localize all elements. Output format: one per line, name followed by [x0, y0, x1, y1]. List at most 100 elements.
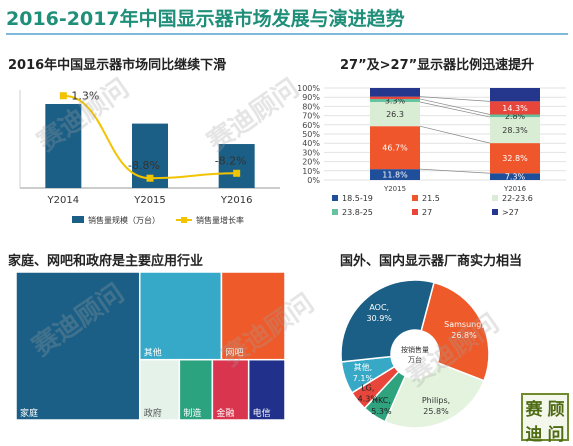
series-connector [419, 98, 491, 115]
slice-percent-label: 25.8% [423, 407, 449, 416]
segment-data-label: 14.3% [502, 104, 528, 113]
x-tick-label: Y2016 [503, 185, 527, 193]
treemap-cell-label: 电信 [253, 407, 271, 419]
treemap-cell [247, 358, 286, 421]
y-tick-label: 0% [307, 176, 320, 185]
legend-swatch [72, 216, 84, 223]
stacked-bar-segment [370, 169, 420, 180]
slice-percent-label: 4.3% [358, 395, 379, 404]
y-tick-label: 30% [302, 148, 320, 157]
stacked-bar-segment [490, 88, 540, 102]
treemap-cell-label: 网吧 [225, 348, 243, 359]
segment-data-label: 46.7% [382, 144, 408, 153]
y-tick-label: 100% [297, 84, 320, 93]
slice-percent-label: 26.8% [451, 331, 477, 340]
segment-data-label: 26.3 [386, 110, 404, 119]
legend-label: 22-23.6 [502, 194, 533, 203]
donut-slice [384, 361, 485, 429]
y-tick-label: 20% [302, 158, 320, 167]
slice-label: HKC, [372, 396, 391, 405]
legend-swatch [332, 209, 338, 215]
treemap-cell-label: 家庭 [20, 407, 38, 419]
segment-data-label: 28.3% [502, 126, 528, 135]
slice-percent-label: 5.3% [371, 407, 392, 416]
x-tick-label: Y2015 [383, 185, 406, 193]
logo-char: 赛 [525, 400, 543, 420]
growth-point [233, 169, 241, 177]
donut-center-label: 万台 [408, 355, 422, 364]
segment-data-label: 3.3% [385, 96, 406, 105]
logo-char: 迪 [525, 425, 543, 445]
legend-label: 21.5 [422, 194, 440, 203]
legend-label: 27 [422, 208, 432, 217]
logo-char: 问 [547, 425, 565, 445]
stacked-bar-segment [490, 173, 540, 180]
treemap-cell-label: 其他 [144, 347, 162, 359]
treemap-cell [138, 271, 223, 361]
brand-logo: 赛 顾 迪 问 [521, 393, 569, 445]
treemap-cell-label: 制造 [183, 407, 201, 419]
legend-swatch [492, 209, 498, 215]
segment-data-label: 32.8% [502, 154, 528, 163]
growth-data-label: -8.8% [128, 159, 160, 172]
series-connector [419, 125, 491, 144]
series-connector [419, 168, 491, 174]
title-divider [6, 33, 568, 35]
stacked-bar-segment [370, 101, 420, 127]
growth-point [146, 174, 154, 182]
legend-swatch [492, 195, 498, 201]
y-tick-label: 80% [302, 102, 320, 111]
stacked-bar-segment [490, 101, 540, 115]
legend-swatch [332, 195, 338, 201]
treemap-cell [15, 271, 141, 421]
stacked-bar-segment [370, 126, 420, 170]
x-tick-label: Y2015 [133, 195, 166, 206]
slice-percent-label: 7.1% [353, 374, 374, 383]
slice-label: 其他, [354, 362, 373, 372]
donut-center-label: 按销售量 [401, 345, 429, 354]
growth-point [59, 92, 67, 100]
slice-percent-label: 30.9% [366, 314, 392, 323]
treemap-cell-label: 金融 [216, 407, 234, 419]
treemap-cell [211, 358, 250, 421]
legend-swatch [412, 195, 418, 201]
chart3-title: 家庭、网吧和政府是主要应用行业 [8, 254, 204, 269]
x-tick-label: Y2016 [220, 195, 253, 206]
slice-label: Philips, [422, 396, 450, 405]
y-tick-label: 40% [302, 139, 320, 148]
segment-data-label: 2.8% [505, 112, 526, 121]
y-tick-label: 60% [302, 121, 320, 130]
growth-line [63, 94, 237, 180]
legend-swatch [181, 217, 187, 223]
growth-data-label: -8.2% [215, 154, 247, 167]
stacked-bar-segment [490, 117, 540, 144]
logo-char: 顾 [547, 400, 565, 420]
treemap-cell-label: 政府 [144, 407, 162, 419]
y-tick-label: 50% [302, 130, 320, 139]
series-connector [419, 96, 491, 102]
slice-label: AOC, [369, 303, 389, 312]
x-tick-label: Y2014 [47, 195, 80, 206]
legend-label: 销售量规模（万台） [88, 215, 160, 225]
segment-data-label: 11.8% [382, 171, 408, 180]
stacked-bar-segment [490, 143, 540, 174]
segment-data-label: 7.3% [505, 173, 526, 182]
legend-label: >27 [502, 208, 519, 217]
bar [45, 104, 82, 188]
stacked-bar-segment [370, 98, 420, 102]
y-tick-label: 70% [302, 112, 320, 121]
vendor-share-donut: Samsung, 26.8% Philips, 25.8% HKC, 5.3% LG, 4.3… [340, 279, 490, 429]
donut-slice [340, 279, 435, 363]
size-share-chart: 0%10%20%30%40%50%60%70%80%90%100% 11.8% 46… [297, 84, 566, 217]
stacked-bar-segment [490, 114, 540, 118]
page-title: 2016-2017年中国显示器市场发展与演进趋势 [6, 8, 405, 30]
treemap-cell [138, 358, 181, 421]
slice-label: Samsung, [444, 320, 484, 329]
donut-slice [420, 281, 490, 382]
bar [218, 144, 255, 188]
legend-label: 23.8-25 [342, 208, 373, 217]
slice-label: LG, [361, 384, 374, 393]
legend-swatch [412, 209, 418, 215]
sales-volume-chart: Y2014 Y2015 Y2016 1.3% -8.8% -8.2% 销售量规模（万台） 销售… [19, 90, 280, 225]
stacked-bar-segment [370, 96, 420, 99]
